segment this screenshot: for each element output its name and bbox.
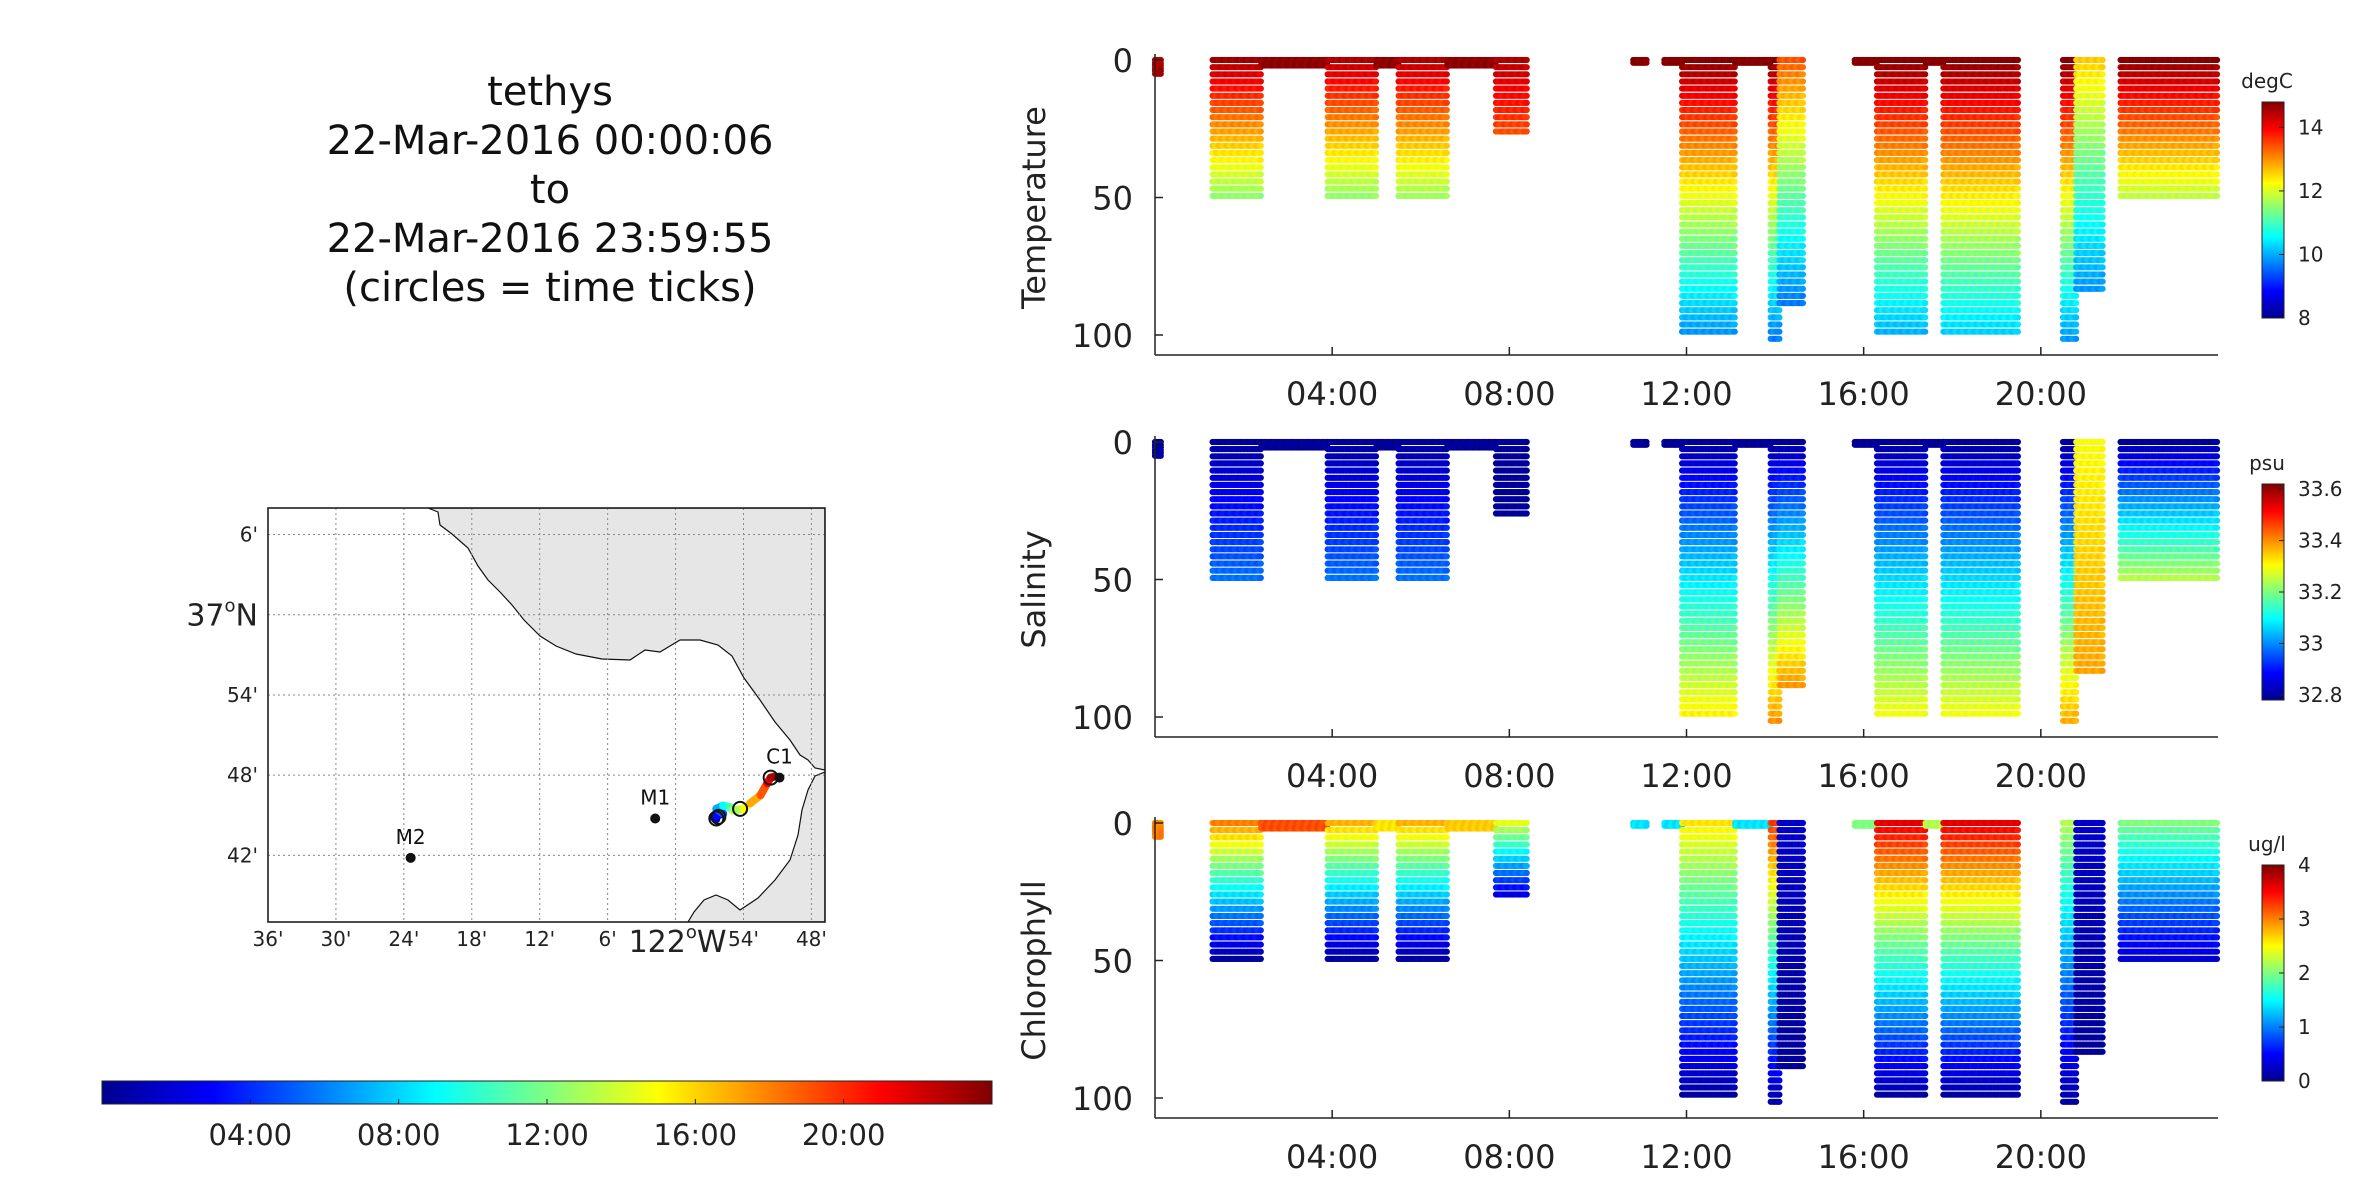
track-segment (771, 777, 774, 778)
time-colorbar-tick-label: 04:00 (209, 1118, 293, 1152)
map-lon-label: 24' (388, 927, 419, 951)
temperature-points (1152, 57, 2220, 342)
profile-segment (1210, 57, 1264, 199)
map-lat-label: 48' (227, 763, 258, 787)
map-longitude-ticks: 36' 30' 24' 18' 12' 6' 122oW 54' 48' (253, 922, 827, 960)
map-lon-label: 48' (796, 927, 827, 951)
degree-symbol: o (686, 922, 697, 943)
time-colorbar-tick-label: 20:00 (802, 1118, 886, 1152)
figure-canvas: M1M2C1 36' 30' 24' 18' 12' 6' 122oW 54' 48' 6'37… (0, 0, 2362, 1181)
map-lat-label-main: 37oN (186, 596, 258, 634)
station-marker (650, 814, 660, 824)
map-lon-label: 54' (728, 927, 759, 951)
time-colorbar-tick-label: 08:00 (357, 1118, 441, 1152)
lon-hemisphere: W (697, 925, 727, 960)
station-label: M1 (640, 786, 670, 810)
station-marker (406, 853, 416, 863)
station-label: M2 (396, 825, 426, 849)
time-colorbar-tick-label: 12:00 (505, 1118, 589, 1152)
lon-degrees: 122 (629, 925, 686, 960)
map-lat-label: 42' (227, 843, 258, 867)
map-lon-label-main: 122oW (629, 922, 727, 960)
time-colorbar-tick-label: 16:00 (654, 1118, 738, 1152)
time-colorbar-ticks: 04:00 08:00 12:00 16:00 20:00 (209, 1099, 886, 1152)
station-label: C1 (766, 745, 793, 769)
lat-degrees: 37 (186, 599, 224, 634)
map-lon-label: 18' (456, 927, 487, 951)
map-lat-label: 54' (227, 683, 258, 707)
map-lon-label: 12' (524, 927, 555, 951)
map-lon-label: 36' (253, 927, 284, 951)
degree-symbol: o (225, 596, 236, 617)
data-point (1158, 71, 1164, 77)
map-lat-label: 6' (240, 522, 258, 546)
lat-hemisphere: N (236, 599, 258, 634)
map-lon-label: 6' (599, 927, 617, 951)
map-latitude-ticks: 6' 37oN 54' 48' 42' (186, 522, 258, 867)
map-lon-label: 30' (320, 927, 351, 951)
time-colorbar: 04:00 08:00 12:00 16:00 20:00 (102, 1081, 992, 1152)
station-marker (774, 773, 784, 783)
